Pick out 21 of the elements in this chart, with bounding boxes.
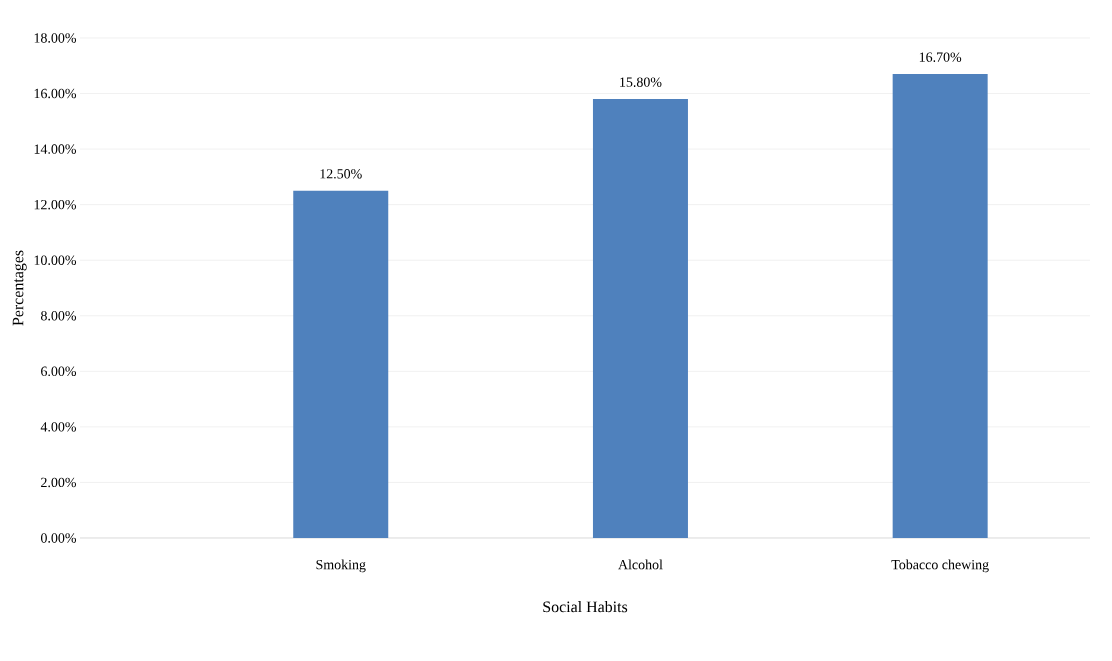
y-tick-label: 16.00% [34,88,77,99]
data-label: 16.70% [919,52,962,62]
data-label: 15.80% [620,77,662,87]
bar [592,99,688,538]
y-tick-label: 2.00% [41,477,77,488]
y-axis-title: Percentages [12,250,27,326]
y-tick-label: 10.00% [34,255,77,265]
data-label: 12.50% [320,169,362,179]
bar [293,190,389,538]
y-tick-label: 8.00% [40,311,77,321]
y-tick-label: 4.00% [40,422,77,432]
y-tick-label: 12.00% [34,199,77,210]
y-tick-label: 14.00% [34,144,77,154]
y-tick-label: 18.00% [34,33,77,43]
y-tick-label: 6.00% [41,366,77,377]
x-tick-label: Alcohol [618,559,663,570]
x-tick-label: Smoking [316,559,366,573]
bar [892,74,988,538]
x-axis-title: Social Habits [543,601,628,613]
y-tick-label: 0.00% [40,533,77,543]
x-tick-label: Tobacco chewing [891,559,989,573]
